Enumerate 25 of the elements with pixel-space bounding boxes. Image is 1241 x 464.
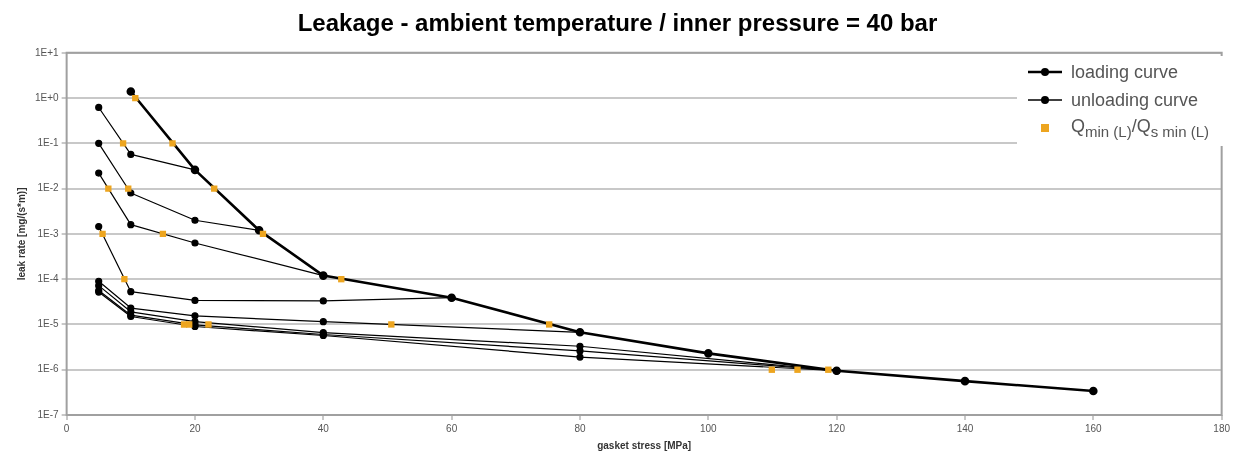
- y-axis-title: leak rate [mg/(s*m)]: [15, 187, 27, 281]
- chart-title: Leakage - ambient temperature / inner pressure = 40 bar: [297, 9, 938, 37]
- x-tick-label: 20: [189, 422, 201, 434]
- x-axis-title: gasket stress [MPa]: [597, 439, 692, 451]
- y-tick-label: 1E-2: [37, 182, 60, 194]
- y-tick-label: 1E+0: [34, 91, 60, 103]
- y-tick-label: 1E-7: [37, 408, 60, 420]
- x-tick-label: 140: [956, 422, 974, 434]
- x-tick-label: 80: [574, 422, 586, 434]
- y-tick-label: 1E-5: [37, 318, 60, 330]
- y-tick-label: 1E-1: [37, 137, 60, 149]
- legend-label: loading curve: [1070, 61, 1179, 83]
- y-tick-label: 1E-4: [37, 272, 60, 284]
- legend-label: unloading curve: [1070, 89, 1199, 111]
- y-tick-label: 1E-3: [37, 227, 60, 239]
- y-tick-label: 1E-6: [37, 363, 60, 375]
- x-tick-label: 120: [828, 422, 846, 434]
- x-tick-label: 180: [1213, 422, 1231, 434]
- legend-label: Q$_{min (L)}$/Q$_{s min (L)}$: [1070, 116, 1209, 140]
- y-tick-label: 1E+1: [34, 46, 60, 58]
- x-tick-label: 40: [317, 422, 330, 434]
- x-tick-label: 0: [63, 422, 70, 434]
- x-tick-label: 160: [1084, 422, 1103, 434]
- x-tick-label: 100: [699, 422, 718, 434]
- x-tick-label: 60: [446, 422, 458, 434]
